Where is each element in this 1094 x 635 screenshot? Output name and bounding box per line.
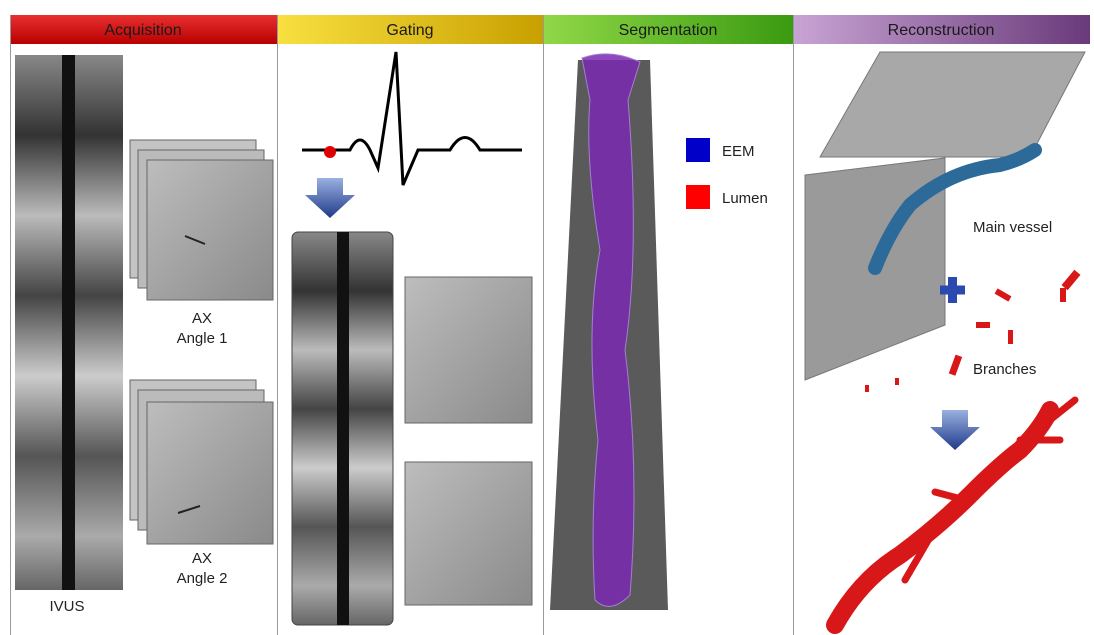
gated-angio (405, 277, 532, 423)
angio-plane (820, 52, 1085, 157)
arrow (930, 410, 980, 450)
ivus-catheter (62, 55, 75, 590)
legend-label: EEM (722, 143, 755, 160)
angio-stack (130, 380, 273, 544)
header-title: Acquisition (104, 22, 181, 39)
dividers (11, 15, 794, 635)
figure: Acquisition Gating Segmentation Reconstr… (0, 0, 1094, 635)
angio-stack (130, 140, 273, 300)
ecg-marker (324, 146, 336, 158)
image-label: Main vessel (973, 219, 1052, 236)
header-title: Segmentation (619, 22, 718, 39)
gated-angio (405, 462, 532, 605)
header-title: Reconstruction (888, 22, 995, 39)
arrow (305, 178, 355, 218)
image-label: AX (192, 550, 212, 567)
header-title: Gating (386, 22, 433, 39)
image-label: Angle 2 (177, 570, 228, 587)
ivus-catheter (337, 232, 349, 625)
legend-label: Lumen (722, 190, 768, 207)
image-label: Branches (973, 361, 1036, 378)
legend-swatch (686, 138, 710, 162)
image-label: IVUS (49, 598, 84, 615)
image-label: AX (192, 310, 212, 327)
legend-swatch (686, 185, 710, 209)
image-label: Angle 1 (177, 330, 228, 347)
ecg-trace (302, 52, 522, 185)
